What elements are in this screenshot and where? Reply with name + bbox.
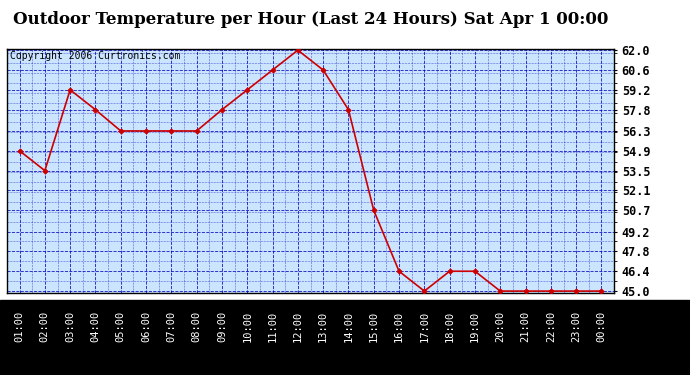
- Text: 14:00: 14:00: [344, 311, 353, 342]
- Text: Outdoor Temperature per Hour (Last 24 Hours) Sat Apr 1 00:00: Outdoor Temperature per Hour (Last 24 Ho…: [13, 11, 608, 28]
- Text: 23:00: 23:00: [571, 311, 581, 342]
- Text: 20:00: 20:00: [495, 311, 505, 342]
- Text: 07:00: 07:00: [166, 311, 177, 342]
- Text: 01:00: 01:00: [14, 311, 25, 342]
- Text: 15:00: 15:00: [368, 311, 379, 342]
- Text: 08:00: 08:00: [192, 311, 201, 342]
- Text: 17:00: 17:00: [420, 311, 429, 342]
- Text: 00:00: 00:00: [596, 311, 607, 342]
- Text: 05:00: 05:00: [116, 311, 126, 342]
- Text: Copyright 2006 Curtronics.com: Copyright 2006 Curtronics.com: [10, 51, 180, 61]
- Text: 13:00: 13:00: [318, 311, 328, 342]
- Text: 12:00: 12:00: [293, 311, 303, 342]
- Text: 19:00: 19:00: [470, 311, 480, 342]
- Text: 04:00: 04:00: [90, 311, 101, 342]
- Text: 11:00: 11:00: [268, 311, 277, 342]
- Text: 02:00: 02:00: [40, 311, 50, 342]
- Text: 21:00: 21:00: [520, 311, 531, 342]
- Text: 10:00: 10:00: [242, 311, 253, 342]
- Text: 06:00: 06:00: [141, 311, 151, 342]
- Text: 18:00: 18:00: [444, 311, 455, 342]
- Text: 03:00: 03:00: [65, 311, 75, 342]
- Text: 22:00: 22:00: [546, 311, 556, 342]
- Text: 09:00: 09:00: [217, 311, 227, 342]
- Text: 16:00: 16:00: [394, 311, 404, 342]
